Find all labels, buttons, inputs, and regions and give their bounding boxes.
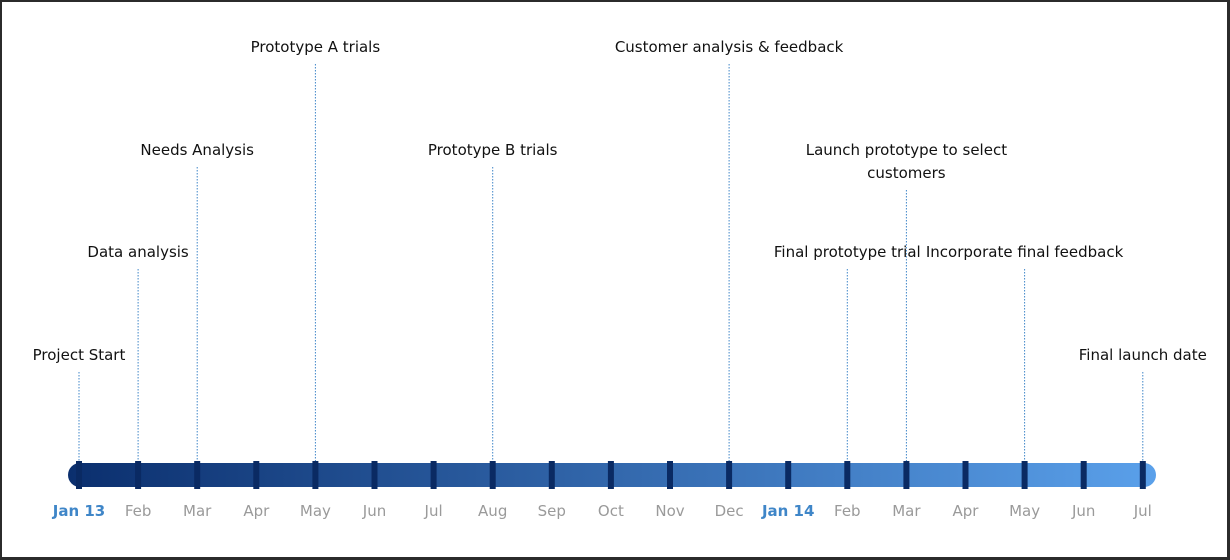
- milestone-label: Final launch date: [1079, 346, 1207, 364]
- month-tick: [844, 461, 851, 489]
- month-tick: [489, 461, 496, 489]
- milestone-label: Prototype A trials: [251, 38, 381, 56]
- month-label: May: [300, 502, 331, 520]
- month-tick: [962, 461, 969, 489]
- month-label: Feb: [125, 502, 152, 520]
- month-tick: [1021, 461, 1028, 489]
- milestone-label: Needs Analysis: [140, 141, 254, 159]
- month-tick: [1080, 461, 1087, 489]
- month-tick: [785, 461, 792, 489]
- month-label: Mar: [183, 502, 212, 520]
- milestone-label: Incorporate final feedback: [926, 243, 1124, 261]
- milestone-label: Data analysis: [87, 243, 189, 261]
- month-tick: [1139, 461, 1146, 489]
- month-label: Apr: [243, 502, 270, 520]
- milestone-label: Customer analysis & feedback: [615, 38, 844, 56]
- milestone-label: Final prototype trial: [774, 243, 921, 261]
- month-label: Mar: [892, 502, 921, 520]
- month-tick: [194, 461, 201, 489]
- month-tick: [903, 461, 910, 489]
- month-label: Aug: [478, 502, 507, 520]
- month-label: Apr: [953, 502, 980, 520]
- month-label: Jun: [362, 502, 386, 520]
- milestone-label: customers: [867, 164, 946, 182]
- milestone-connectors: [78, 64, 1144, 475]
- month-tick: [430, 461, 437, 489]
- month-label: Oct: [598, 502, 624, 520]
- month-label: May: [1009, 502, 1040, 520]
- milestone-label: Launch prototype to select: [806, 141, 1007, 159]
- month-labels: Jan 13 Feb Mar Apr May Jun Jul Aug Sep Oct Nov Dec J…: [52, 502, 1152, 520]
- month-tick: [726, 461, 733, 489]
- month-tick: [548, 461, 555, 489]
- milestone-label: Prototype B trials: [428, 141, 558, 159]
- month-ticks: [76, 461, 1146, 489]
- month-label: Feb: [834, 502, 861, 520]
- month-tick: [371, 461, 378, 489]
- month-label: Jun: [1071, 502, 1095, 520]
- month-label: Nov: [655, 502, 684, 520]
- month-tick: [135, 461, 142, 489]
- month-label: Sep: [538, 502, 566, 520]
- month-label: Jul: [1133, 502, 1152, 520]
- month-label: Jul: [424, 502, 443, 520]
- month-tick: [667, 461, 673, 489]
- milestone-label: Project Start: [33, 346, 126, 364]
- month-tick: [76, 461, 82, 489]
- year-label: Jan 13: [52, 502, 105, 520]
- month-tick: [607, 461, 614, 489]
- month-tick: [253, 461, 260, 489]
- month-label: Dec: [715, 502, 744, 520]
- year-label: Jan 14: [761, 502, 814, 520]
- milestone-labels: Project Start Data analysis Needs Analysis…: [33, 38, 1207, 364]
- month-tick: [312, 461, 319, 489]
